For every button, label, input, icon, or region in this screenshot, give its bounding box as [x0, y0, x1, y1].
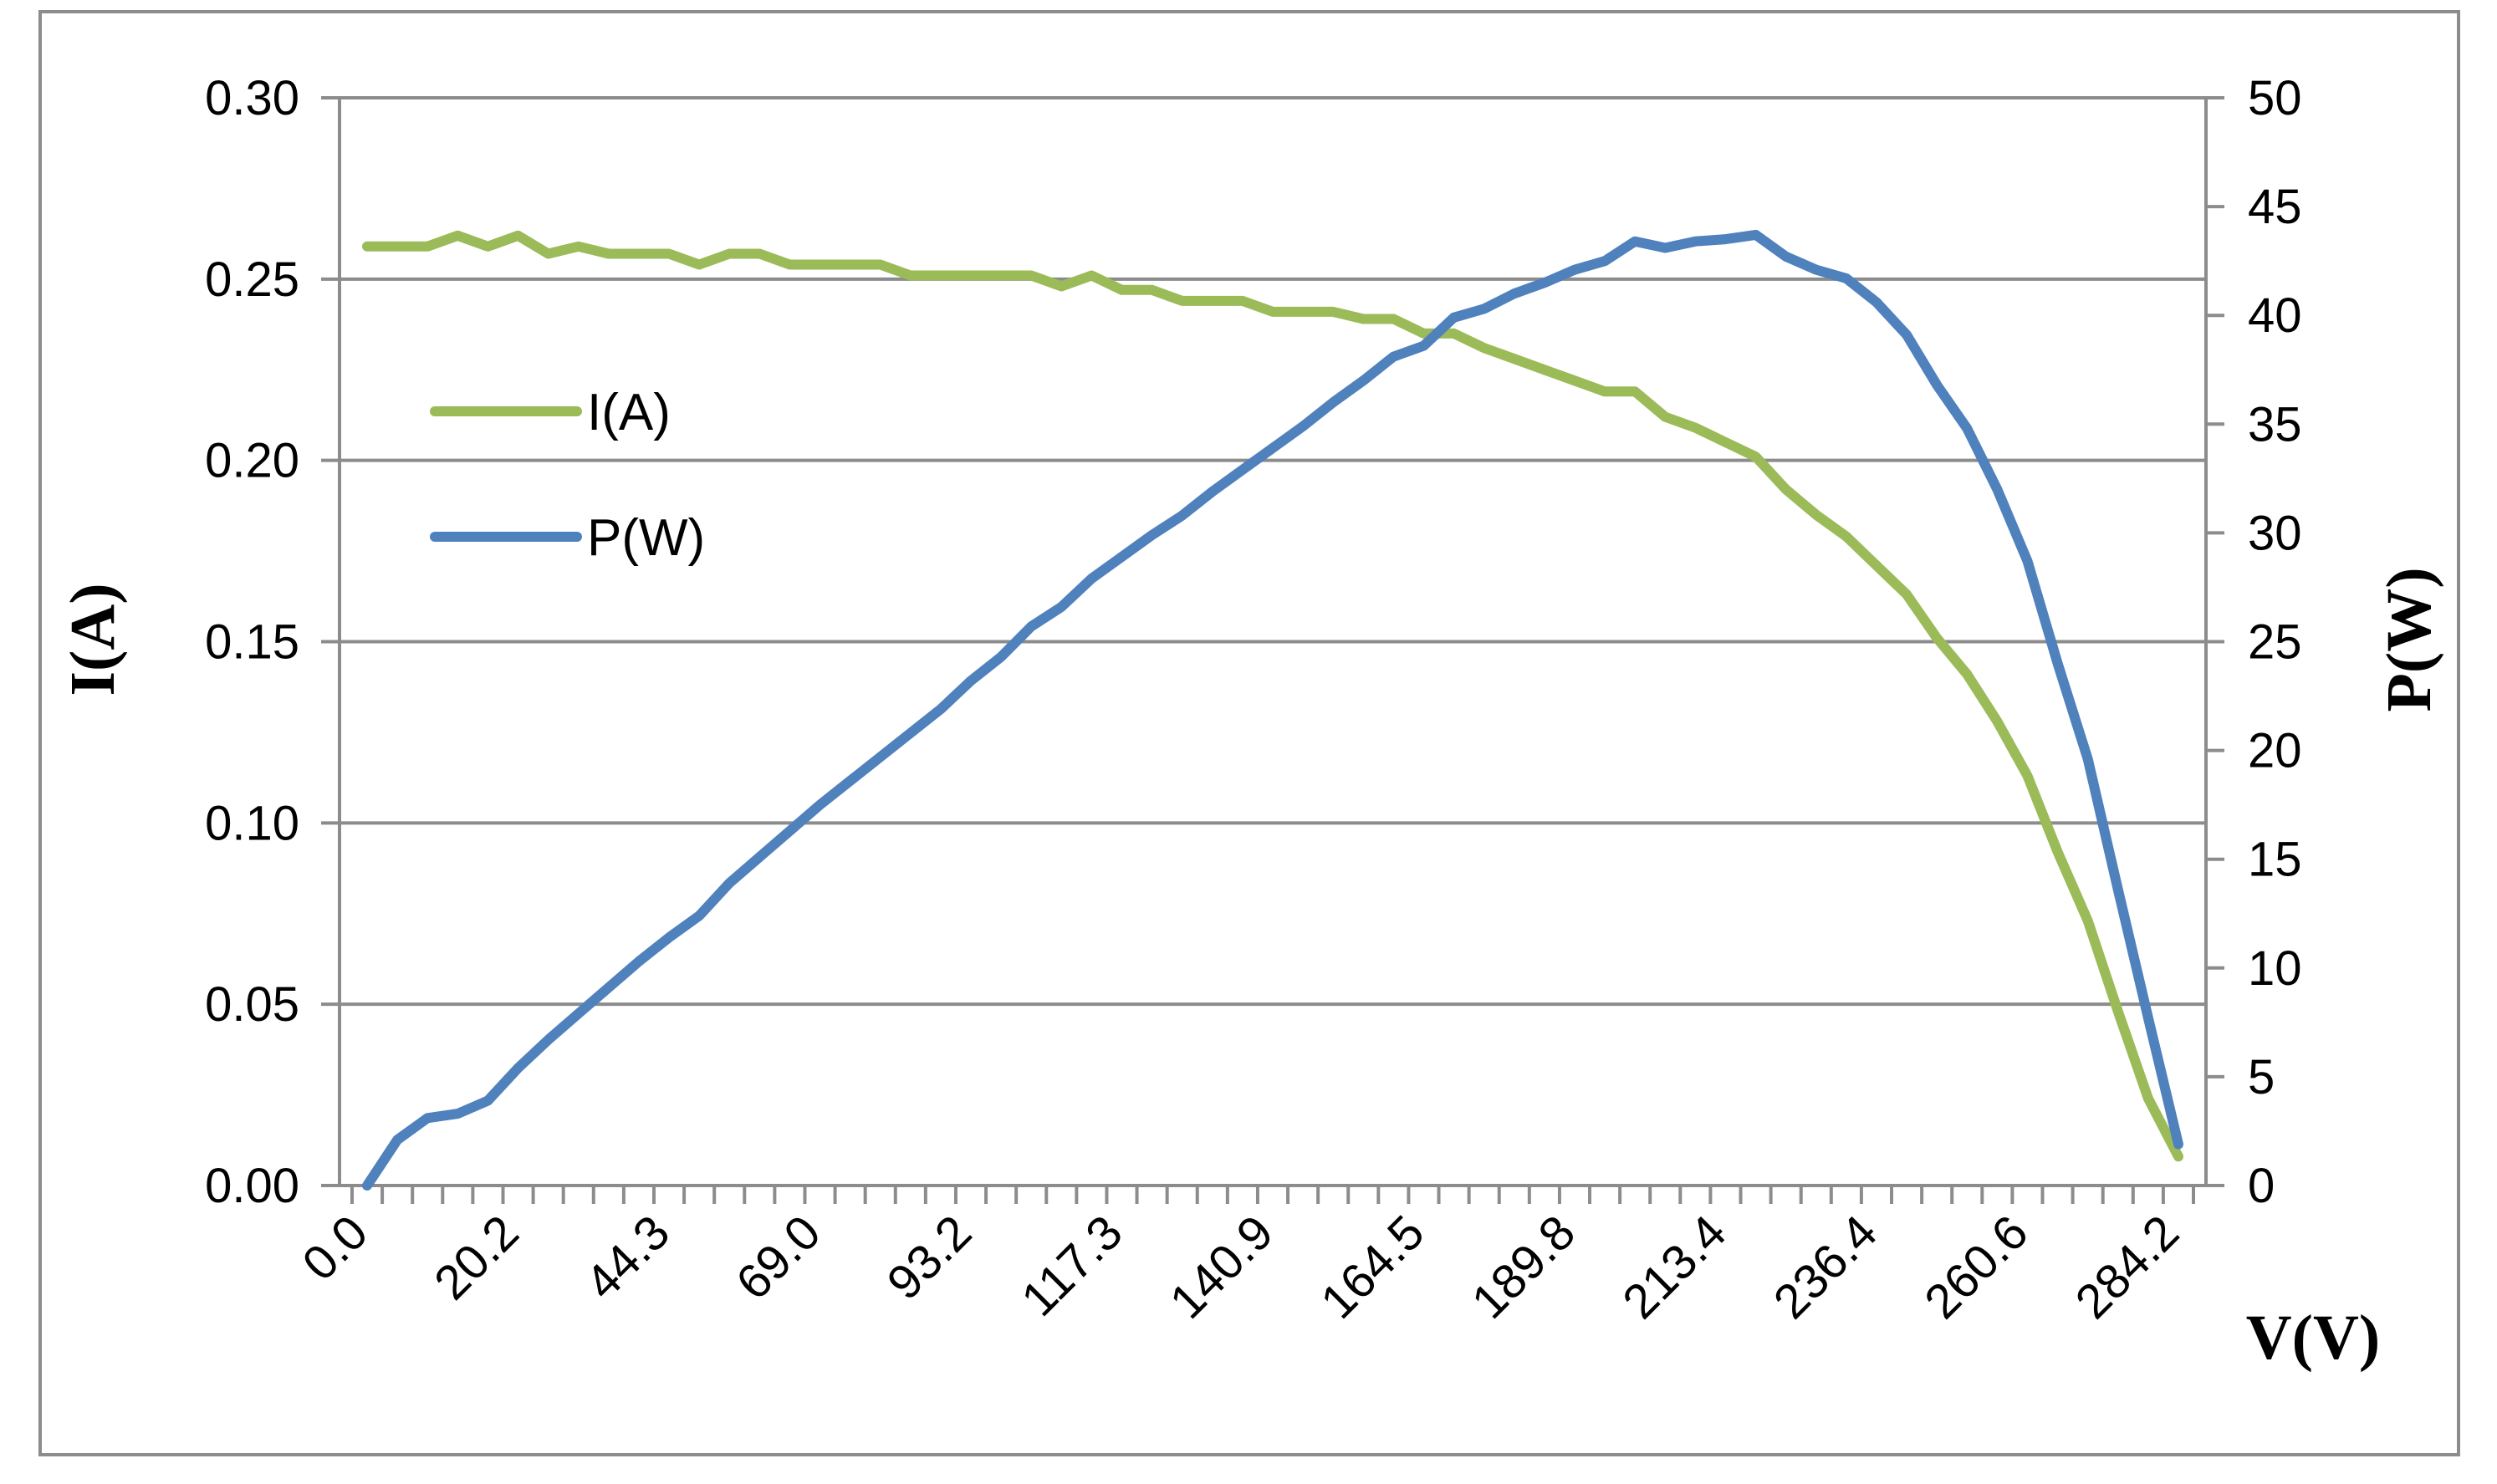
- tick-label-x-69.0: 69.0: [726, 1205, 831, 1310]
- legend: I(A) P(W): [430, 384, 705, 567]
- tick-label-left-0.05: 0.05: [205, 977, 299, 1032]
- tick-label-left-0.15: 0.15: [205, 615, 299, 670]
- tick-label-right-25: 25: [2248, 615, 2302, 670]
- tick-label-x-20.2: 20.2: [424, 1205, 529, 1310]
- tick-label-left-0.30: 0.30: [205, 71, 299, 125]
- tick-label-x-213.4: 213.4: [1612, 1205, 1737, 1329]
- tick-label-x-236.4: 236.4: [1764, 1205, 1888, 1329]
- axes: [321, 96, 2224, 1204]
- tick-label-right-45: 45: [2248, 180, 2302, 234]
- tick-label-right-30: 30: [2248, 506, 2302, 560]
- legend-label-current: I(A): [587, 384, 671, 441]
- tick-label-x-117.3: 117.3: [1011, 1205, 1133, 1327]
- y-right-axis-title: P(W): [2374, 567, 2444, 711]
- gridlines: [340, 96, 2206, 1007]
- tick-label-right-50: 50: [2248, 71, 2302, 125]
- tick-label-x-0.0: 0.0: [292, 1205, 378, 1291]
- series-line-power: [362, 229, 2183, 1191]
- tick-label-x-260.6: 260.6: [1914, 1205, 2039, 1329]
- tick-label-right-5: 5: [2248, 1050, 2275, 1104]
- tick-label-right-15: 15: [2248, 833, 2302, 887]
- tick-label-x-44.3: 44.3: [574, 1205, 680, 1310]
- tick-label-right-40: 40: [2248, 288, 2302, 343]
- tick-label-right-10: 10: [2248, 941, 2302, 996]
- tick-label-x-93.2: 93.2: [876, 1205, 982, 1310]
- tick-label-x-164.5: 164.5: [1310, 1205, 1435, 1329]
- tick-label-right-0: 0: [2248, 1159, 2275, 1213]
- tick-label-right-35: 35: [2248, 397, 2302, 451]
- tick-label-left-0.25: 0.25: [205, 252, 299, 307]
- chart-frame: [38, 10, 2460, 1456]
- series: [362, 229, 2183, 1191]
- legend-label-power: P(W): [587, 509, 705, 567]
- x-axis-title: V(V): [2246, 1303, 2380, 1373]
- tick-label-left-0.10: 0.10: [205, 796, 299, 850]
- tick-label-left-0.20: 0.20: [205, 434, 299, 488]
- tick-label-left-0.00: 0.00: [205, 1159, 299, 1213]
- y-left-axis-title: I(A): [58, 583, 128, 696]
- tick-label-x-140.9: 140.9: [1160, 1205, 1284, 1329]
- tick-label-x-284.2: 284.2: [2066, 1205, 2190, 1329]
- series-line-current: [362, 230, 2183, 1162]
- tick-label-x-189.8: 189.8: [1462, 1205, 1586, 1329]
- tick-label-right-20: 20: [2248, 724, 2302, 778]
